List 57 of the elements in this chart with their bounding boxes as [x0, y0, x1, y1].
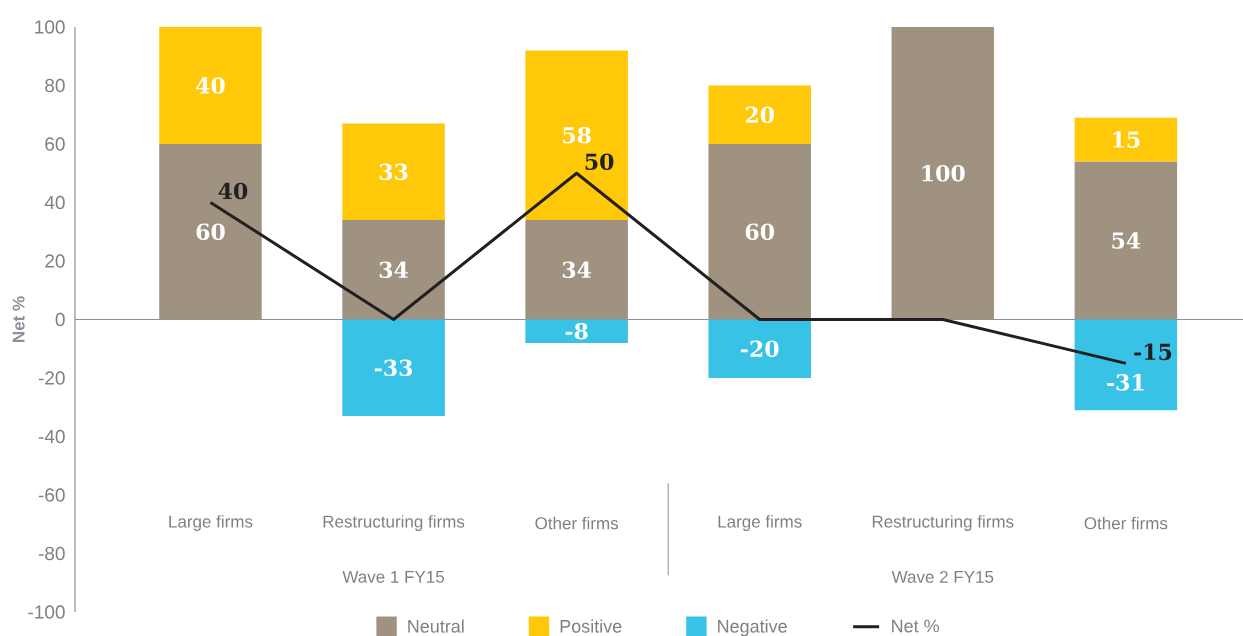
data-label: 60 — [745, 223, 774, 241]
legend-label: Negative — [718, 619, 787, 636]
annotation: Wave 1 FY15 — [342, 570, 444, 583]
bar — [159, 144, 262, 320]
bar — [159, 27, 262, 144]
data-label: 34 — [562, 261, 592, 279]
bar — [342, 123, 445, 221]
data-label: 34 — [379, 261, 408, 279]
annotation: Wave 2 FY15 — [891, 570, 994, 583]
y-tick-label: -100 — [28, 605, 65, 619]
x-tick-label: Other firms — [535, 516, 619, 530]
data-label: -15 — [1134, 343, 1172, 361]
y-tick-label: -60 — [38, 488, 65, 502]
data-label: 100 — [922, 164, 965, 182]
bar — [1074, 161, 1178, 320]
data-label: 20 — [745, 106, 774, 124]
bar — [708, 85, 811, 144]
y-tick-label: 100 — [35, 20, 65, 34]
bar — [342, 319, 445, 417]
data-label: 50 — [585, 153, 614, 171]
y-tick-label: 0 — [55, 312, 65, 327]
bar — [708, 319, 811, 378]
data-label: 58 — [563, 126, 591, 144]
data-label: 40 — [196, 77, 225, 94]
y-tick-label: -40 — [38, 429, 65, 444]
y-tick-label: -80 — [38, 546, 65, 561]
x-tick-label: Restructuring firms — [872, 515, 1014, 532]
legend-label: Positive — [560, 619, 622, 633]
bar — [342, 220, 445, 320]
x-tick-label: Restructuring firms — [323, 515, 465, 532]
data-label: -33 — [374, 359, 413, 377]
data-label: 54 — [1112, 232, 1141, 249]
y-axis-title: Net % — [12, 296, 25, 342]
data-label: 33 — [379, 163, 408, 181]
y-tick-label: 40 — [44, 195, 65, 210]
y-tick-label: 20 — [45, 254, 65, 268]
data-label: 15 — [1113, 131, 1140, 148]
data-label: 60 — [196, 223, 225, 241]
data-label: -20 — [741, 340, 779, 358]
data-label: 40 — [218, 182, 248, 200]
x-tick-label: Other firms — [1084, 516, 1168, 530]
bar — [708, 144, 811, 320]
data-label: -8 — [565, 322, 588, 340]
bar — [1074, 319, 1178, 411]
bar — [891, 27, 995, 320]
bar — [525, 220, 628, 320]
data-label: -31 — [1107, 374, 1144, 391]
bar — [525, 319, 628, 343]
x-tick-label: Large firms — [718, 515, 802, 532]
y-tick-label: -20 — [38, 371, 65, 385]
x-tick-label: Large firms — [169, 515, 253, 532]
legend-label: Net % — [892, 619, 939, 633]
bar — [525, 50, 628, 221]
y-tick-label: 80 — [45, 78, 65, 93]
y-tick-label: 60 — [45, 137, 65, 151]
bar — [1074, 117, 1178, 162]
legend-label: Neutral — [408, 619, 464, 633]
